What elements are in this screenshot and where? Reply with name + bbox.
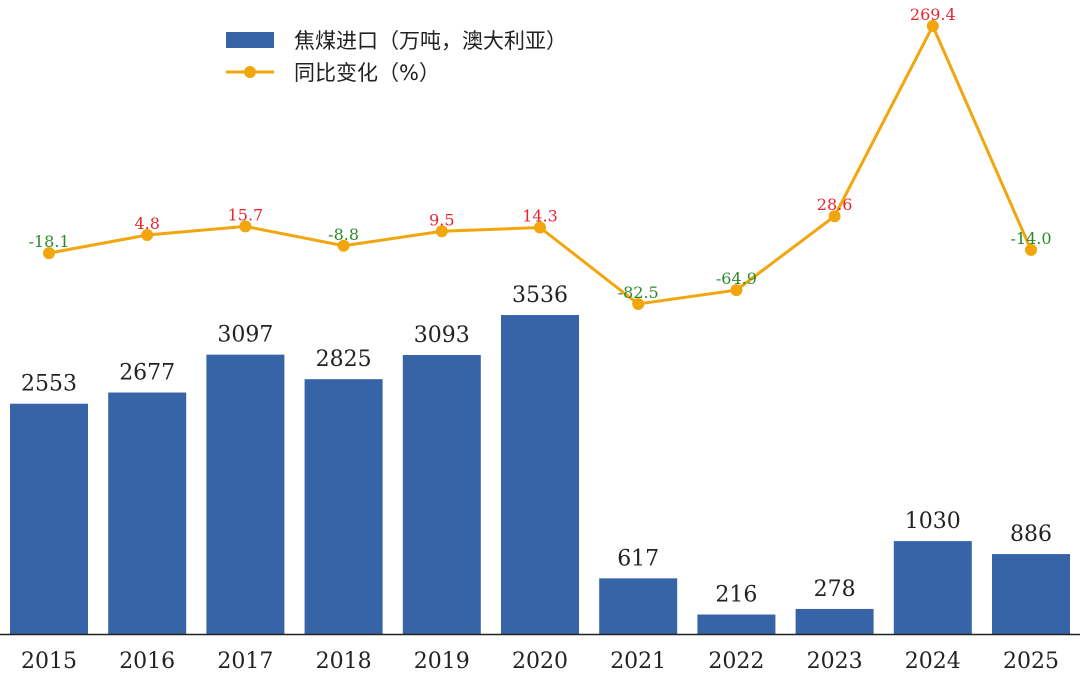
x-ticks: 2015 2016 2017 2018 2019 2020 2021 2022 2023 2024… [21,649,1059,674]
x-tick-2017: 2017 [217,649,273,674]
bar-series: 2553 2677 3097 2825 3093 3536 617 216 278 1030 886 [10,283,1070,634]
yoy-point-2025 [1025,243,1037,256]
bar-label-2023: 278 [814,577,856,602]
yoy-point-2019 [435,225,448,238]
bar-2015 [10,403,88,634]
bar-2021 [599,578,678,634]
yoy-label-2024: 269.4 [910,5,956,24]
bar-label-2019: 3093 [414,323,470,348]
x-tick-2023: 2023 [807,649,863,674]
bar-label-2022: 216 [715,583,757,608]
x-tick-2020: 2020 [512,649,568,674]
bar-label-2020: 3536 [512,283,568,308]
legend-line-marker [244,66,256,78]
bar-label-2025: 886 [1010,522,1052,547]
yoy-label-2020: 14.3 [522,207,558,226]
bar-2022 [697,614,776,634]
bar-2023 [795,608,874,634]
bar-2016 [108,392,187,634]
bar-2018 [304,379,383,634]
x-tick-2022: 2022 [708,649,764,674]
yoy-line [48,22,1033,306]
bar-2019 [402,355,481,634]
bar-label-2017: 3097 [217,323,273,348]
yoy-label-2022: -64.9 [716,269,757,288]
bar-label-2016: 2677 [119,361,175,386]
legend-line-label: 同比变化（%） [294,61,440,85]
bar-2025 [992,554,1070,634]
legend-bar-swatch [226,32,274,48]
yoy-label-2025: -14.0 [1010,229,1051,248]
yoy-point-2023 [828,210,841,223]
yoy-label-2021: -82.5 [618,283,659,302]
bar-label-2021: 617 [617,546,659,571]
yoy-label-2017: 15.7 [228,205,264,224]
bar-2024 [893,541,972,634]
yoy-label-2015: -18.1 [28,232,69,251]
x-tick-2015: 2015 [21,649,77,674]
x-tick-2019: 2019 [414,649,470,674]
x-tick-2025: 2025 [1003,649,1059,674]
yoy-point-2018 [337,239,350,252]
legend-bar-label: 焦煤进口（万吨，澳大利亚） [294,29,567,53]
yoy-label-2018: -8.8 [328,225,359,244]
x-tick-2016: 2016 [119,649,175,674]
yoy-point-2016 [141,229,154,242]
line-series: -18.1 4.8 15.7 -8.8 9.5 14.3 -82.5 -64.9 28.6 269… [28,5,1052,310]
yoy-label-2016: 4.8 [134,214,159,233]
x-tick-2021: 2021 [610,649,666,674]
yoy-point-2015 [43,247,55,260]
bar-2017 [206,354,285,634]
yoy-point-2024 [926,19,939,32]
yoy-point-2022 [730,284,743,297]
yoy-label-2019: 9.5 [429,210,454,229]
yoy-point-2017 [239,220,252,233]
bar-label-2018: 2825 [316,347,372,372]
legend: 焦煤进口（万吨，澳大利亚） 同比变化（%） [226,29,567,85]
yoy-label-2023: 28.6 [817,195,853,214]
x-tick-2018: 2018 [316,649,372,674]
bar-2020 [501,315,579,634]
x-tick-2024: 2024 [905,649,961,674]
yoy-point-2020 [534,221,546,234]
bar-label-2015: 2553 [21,372,77,397]
bar-label-2024: 1030 [905,509,961,534]
yoy-point-2021 [632,297,645,310]
